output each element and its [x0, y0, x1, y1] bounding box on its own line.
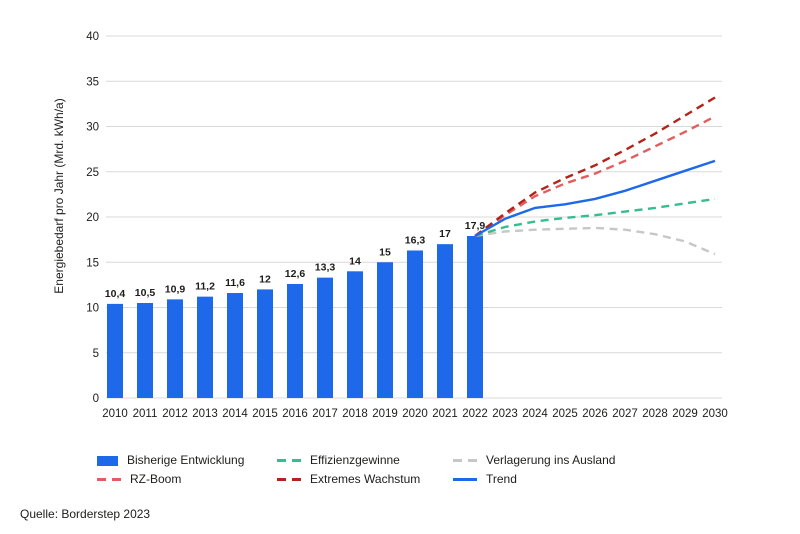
- svg-text:2019: 2019: [372, 408, 398, 420]
- svg-text:2025: 2025: [552, 408, 578, 420]
- bar-2010: [107, 303, 123, 398]
- bar-2022: [467, 236, 483, 398]
- legend-item-bisherige-entwicklung: Bisherige Entwicklung: [97, 454, 244, 467]
- legend-item-verlagerung-ins-ausland: Verlagerung ins Ausland: [453, 454, 615, 467]
- svg-text:2028: 2028: [642, 408, 668, 420]
- svg-text:10,4: 10,4: [105, 288, 126, 300]
- legend-column: Verlagerung ins Ausland Trend: [453, 454, 615, 486]
- svg-text:10,9: 10,9: [165, 283, 186, 295]
- bar-2014: [227, 293, 243, 398]
- line-series-trend: [474, 159, 716, 238]
- svg-text:2029: 2029: [672, 408, 698, 420]
- svg-text:2030: 2030: [702, 408, 728, 420]
- svg-text:5: 5: [93, 348, 99, 360]
- bar-2012: [167, 299, 183, 398]
- svg-text:11,2: 11,2: [195, 281, 215, 293]
- svg-text:25: 25: [86, 167, 99, 179]
- svg-text:12,6: 12,6: [285, 268, 306, 280]
- bar-2013: [197, 296, 213, 398]
- bars-bisherige-entwicklung: [107, 236, 483, 398]
- svg-text:16,3: 16,3: [405, 234, 426, 246]
- legend-label: Effizienzgewinne: [310, 453, 400, 467]
- svg-text:20: 20: [86, 212, 99, 224]
- legend-item-effizienzgewinne: Effizienzgewinne: [277, 454, 420, 467]
- bar-value-labels: 10,4 10,5 10,9 11,2 11,6 12 12,6 13,3 14 15 16,3 17…: [105, 220, 486, 300]
- svg-text:2018: 2018: [342, 408, 368, 420]
- dashed-line-swatch-icon: [97, 478, 121, 481]
- svg-text:2016: 2016: [282, 408, 308, 420]
- legend-item-extremes-wachstum: Extremes Wachstum: [277, 473, 420, 486]
- line-series-rz-boom: [474, 115, 716, 237]
- svg-text:15: 15: [86, 257, 99, 269]
- legend-column: Bisherige Entwicklung RZ-Boom: [97, 454, 244, 486]
- bar-2020: [407, 250, 423, 398]
- svg-text:35: 35: [86, 76, 99, 88]
- svg-text:0: 0: [93, 393, 99, 405]
- bar-2011: [137, 302, 153, 398]
- svg-text:2024: 2024: [522, 408, 548, 420]
- svg-text:2015: 2015: [252, 408, 278, 420]
- svg-text:2021: 2021: [432, 408, 458, 420]
- svg-text:2017: 2017: [312, 408, 338, 420]
- svg-text:2010: 2010: [102, 408, 128, 420]
- bar-2018: [347, 271, 363, 398]
- svg-text:40: 40: [86, 31, 99, 43]
- legend-label: Bisherige Entwicklung: [127, 453, 245, 467]
- svg-text:2013: 2013: [192, 408, 218, 420]
- bar-2017: [317, 277, 333, 398]
- svg-text:2011: 2011: [133, 408, 158, 420]
- svg-text:2023: 2023: [492, 408, 518, 420]
- solid-line-swatch-icon: [453, 478, 477, 481]
- bar-swatch-icon: [97, 455, 118, 466]
- bar-2015: [257, 289, 273, 398]
- svg-text:30: 30: [86, 122, 99, 134]
- line-series-verlagerung-ins-ausland: [474, 226, 716, 256]
- chart-legend: Bisherige Entwicklung RZ-Boom Effizienzg…: [97, 454, 757, 496]
- legend-label: Extremes Wachstum: [310, 472, 421, 486]
- svg-text:17,9: 17,9: [465, 220, 486, 232]
- dashed-line-swatch-icon: [453, 459, 477, 462]
- dashed-line-swatch-icon: [277, 478, 301, 481]
- svg-text:10: 10: [86, 303, 99, 315]
- legend-label: Verlagerung ins Ausland: [486, 453, 616, 467]
- source-caption: Quelle: Borderstep 2023: [20, 507, 151, 521]
- svg-text:14: 14: [349, 255, 361, 267]
- svg-text:15: 15: [379, 246, 391, 258]
- svg-text:2027: 2027: [612, 408, 638, 420]
- y-axis-title: Energiebedarf pro Jahr (Mrd. kWh/a): [52, 98, 66, 293]
- bar-2016: [287, 283, 303, 398]
- bar-2019: [377, 262, 393, 398]
- svg-text:2022: 2022: [462, 408, 488, 420]
- svg-text:2014: 2014: [222, 408, 248, 420]
- legend-label: Trend: [486, 472, 517, 486]
- dashed-line-swatch-icon: [277, 459, 301, 462]
- svg-text:17: 17: [439, 228, 451, 240]
- legend-item-trend: Trend: [453, 473, 615, 486]
- legend-item-rz-boom: RZ-Boom: [97, 473, 244, 486]
- svg-text:2026: 2026: [582, 408, 608, 420]
- svg-text:10,5: 10,5: [135, 287, 156, 299]
- line-series-extremes-wachstum: [474, 96, 716, 237]
- svg-text:2020: 2020: [402, 408, 428, 420]
- x-axis-tick-labels: 2010 2011 2012 2013 2014 2015 2016 2017 2018 2019…: [102, 408, 728, 420]
- y-axis-tick-labels: 0 5 10 15 20 25 30 35 40: [86, 31, 99, 405]
- legend-column: Effizienzgewinne Extremes Wachstum: [277, 454, 420, 486]
- svg-text:11,6: 11,6: [225, 277, 245, 289]
- line-series-effizienzgewinne: [474, 197, 716, 238]
- svg-text:12: 12: [259, 273, 271, 285]
- bar-2021: [437, 244, 453, 398]
- legend-label: RZ-Boom: [130, 472, 182, 486]
- svg-text:13,3: 13,3: [315, 262, 336, 274]
- svg-text:2012: 2012: [162, 408, 188, 420]
